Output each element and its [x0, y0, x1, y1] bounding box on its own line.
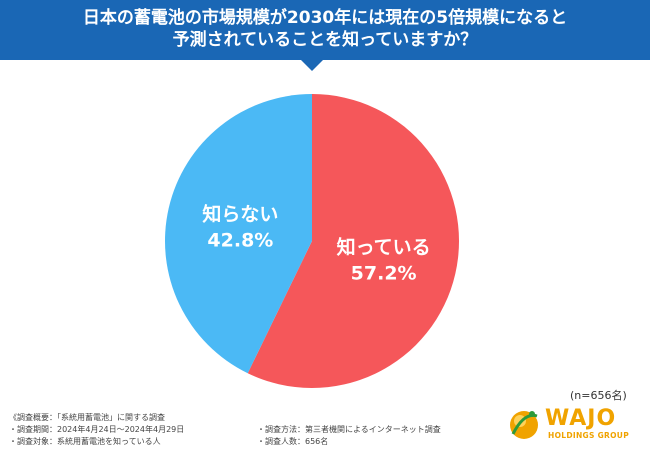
- footnote-period: ・調査期間：2024年4月24日～2024年4月29日: [9, 425, 185, 434]
- footnote-outline: 《調査概要：「系統用蓄電池」に関する調査: [9, 413, 165, 422]
- slice-label-1: 知っている: [337, 235, 431, 258]
- footnote-target: ・調査対象：系統用蓄電池を知っている人: [9, 437, 161, 446]
- title-line-1: 日本の蓄電池の市場規模が2030年には現在の5倍規模になると: [82, 8, 568, 28]
- pie-slice-2: [165, 94, 312, 374]
- logo-wordmark: WAJO: [545, 406, 617, 431]
- logo-subtitle: HOLDINGS GROUP: [548, 431, 629, 440]
- title-banner: 日本の蓄電池の市場規模が2030年には現在の5倍規模になると 予測されていること…: [0, 0, 650, 60]
- slice-value-1: 57.2%: [351, 262, 417, 284]
- slice-label-2: 知らない: [202, 203, 278, 226]
- title-line-2: 予測されていることを知っていますか？: [172, 30, 478, 50]
- footnote-count: ・調査人数：656名: [257, 437, 329, 446]
- banner-pointer: [301, 60, 323, 71]
- logo-mark-icon: [510, 411, 538, 439]
- footnote-method: ・調査方法：第三者機関によるインターネット調査: [257, 425, 441, 434]
- pie-slice-1: [247, 94, 460, 388]
- sample-size: (n=656名): [570, 389, 627, 402]
- slice-value-2: 42.8%: [207, 230, 273, 252]
- company-logo: WAJO HOLDINGS GROUP: [505, 404, 630, 444]
